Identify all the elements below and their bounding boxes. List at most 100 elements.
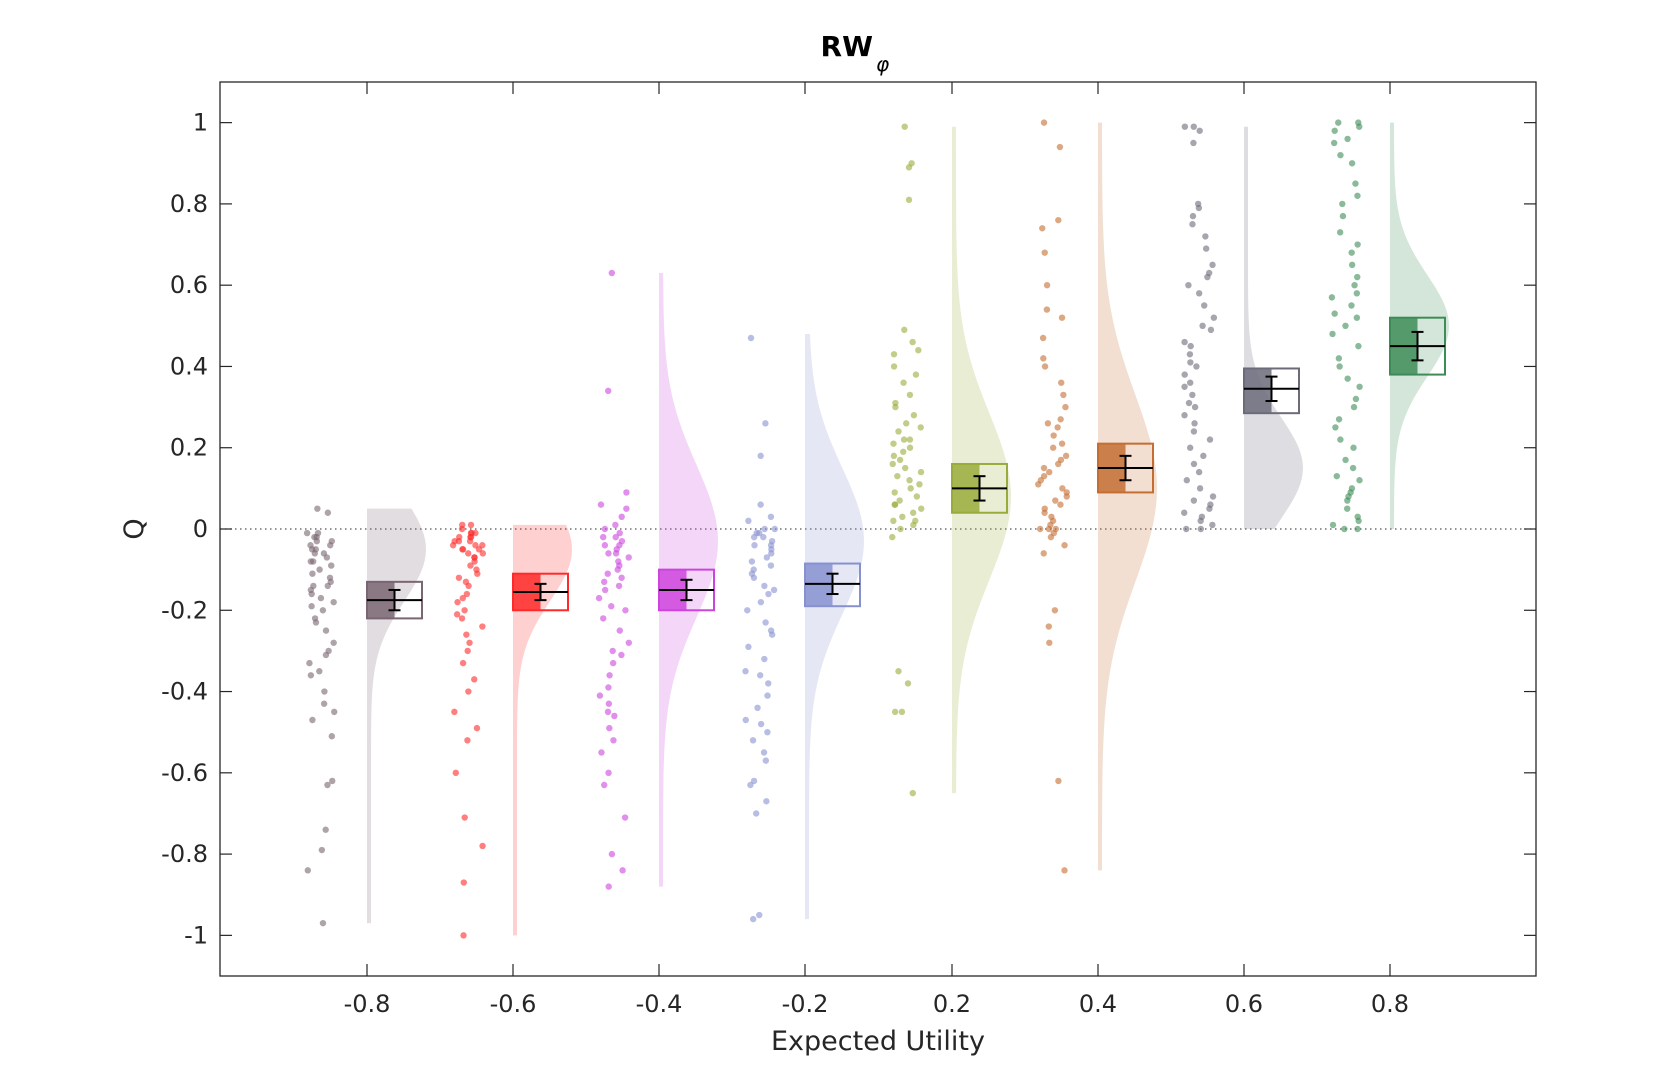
data-point	[770, 586, 778, 594]
data-point	[1348, 249, 1355, 256]
data-point	[319, 607, 327, 614]
data-point	[751, 542, 758, 549]
data-point	[1043, 281, 1051, 289]
y-tick-label: -1	[184, 921, 208, 949]
data-point	[1342, 322, 1349, 330]
data-point	[1059, 485, 1066, 492]
density-cloud	[952, 126, 1011, 794]
data-point	[1189, 212, 1197, 220]
data-point	[748, 570, 756, 577]
data-point	[1190, 428, 1198, 435]
data-point	[909, 789, 916, 797]
data-point	[1354, 273, 1361, 281]
data-point	[1328, 294, 1336, 301]
data-point	[1331, 310, 1338, 317]
data-point	[1187, 359, 1194, 366]
data-point	[1187, 379, 1194, 386]
data-point	[1190, 497, 1198, 504]
data-point	[1339, 200, 1346, 208]
data-point	[1186, 444, 1194, 451]
data-point	[598, 749, 605, 756]
data-point	[324, 582, 331, 590]
data-point	[750, 777, 758, 785]
data-point	[604, 708, 612, 716]
data-point	[1062, 403, 1069, 411]
x-tick-label: -0.2	[782, 990, 829, 1018]
data-point	[608, 269, 616, 277]
data-point	[1041, 505, 1048, 512]
data-point	[1195, 468, 1203, 476]
data-point	[479, 550, 487, 557]
data-point	[316, 668, 323, 675]
data-point	[465, 550, 472, 557]
data-point	[916, 481, 923, 488]
data-point	[1190, 123, 1197, 130]
data-point	[750, 533, 758, 541]
data-point	[458, 615, 466, 622]
data-point	[604, 570, 611, 577]
y-tick-label: 0.4	[170, 352, 208, 380]
data-point	[322, 826, 329, 833]
data-point	[1207, 326, 1215, 334]
data-point	[600, 615, 607, 622]
data-point	[453, 611, 461, 618]
chart-title: RW	[821, 30, 874, 63]
data-point	[473, 724, 481, 732]
data-point	[1196, 485, 1204, 492]
data-point	[330, 598, 337, 606]
data-point	[1197, 525, 1205, 533]
data-point	[460, 932, 467, 939]
data-point	[1344, 135, 1351, 143]
data-point	[760, 533, 767, 541]
data-point	[915, 347, 922, 354]
data-point	[763, 554, 771, 561]
data-point	[623, 505, 630, 512]
data-point	[1193, 363, 1200, 370]
data-point	[1040, 464, 1048, 472]
data-point	[614, 566, 621, 573]
data-point	[1041, 249, 1048, 256]
data-point	[616, 529, 623, 537]
data-point	[330, 639, 337, 646]
data-point	[479, 623, 486, 630]
data-point	[1181, 509, 1188, 516]
data-point	[1190, 139, 1197, 147]
x-axis: -0.8 -0.6 -0.4 -0.2 0.2 0.4 0.6 0.8	[344, 82, 1409, 1018]
data-point	[599, 533, 607, 541]
data-point	[1046, 639, 1053, 646]
data-point	[1058, 314, 1066, 321]
data-point	[308, 603, 315, 610]
data-point	[752, 810, 760, 817]
data-point	[307, 672, 315, 679]
data-point	[459, 659, 467, 667]
data-point	[459, 594, 467, 602]
data-point	[1181, 123, 1189, 130]
box-fill	[805, 563, 833, 607]
data-point	[1329, 330, 1336, 338]
data-point	[1063, 489, 1070, 496]
data-point	[601, 542, 609, 549]
data-point	[889, 460, 896, 468]
data-point	[1060, 391, 1067, 399]
data-point	[303, 529, 311, 537]
data-point	[1057, 456, 1065, 464]
data-point	[616, 542, 623, 549]
data-point	[1354, 192, 1361, 199]
data-point	[319, 919, 327, 927]
data-point	[461, 814, 468, 821]
data-point	[1183, 477, 1191, 484]
data-point	[1350, 403, 1358, 411]
data-point	[1204, 273, 1211, 281]
data-point	[462, 578, 470, 586]
data-point	[328, 733, 336, 740]
group--0.4	[595, 269, 718, 890]
data-point	[456, 533, 463, 541]
data-point	[906, 444, 914, 451]
density-cloud	[1244, 126, 1303, 529]
data-point	[747, 334, 755, 342]
data-point	[1181, 338, 1188, 346]
data-point	[1349, 464, 1357, 472]
data-point	[595, 594, 603, 602]
box-outline	[1243, 367, 1300, 415]
